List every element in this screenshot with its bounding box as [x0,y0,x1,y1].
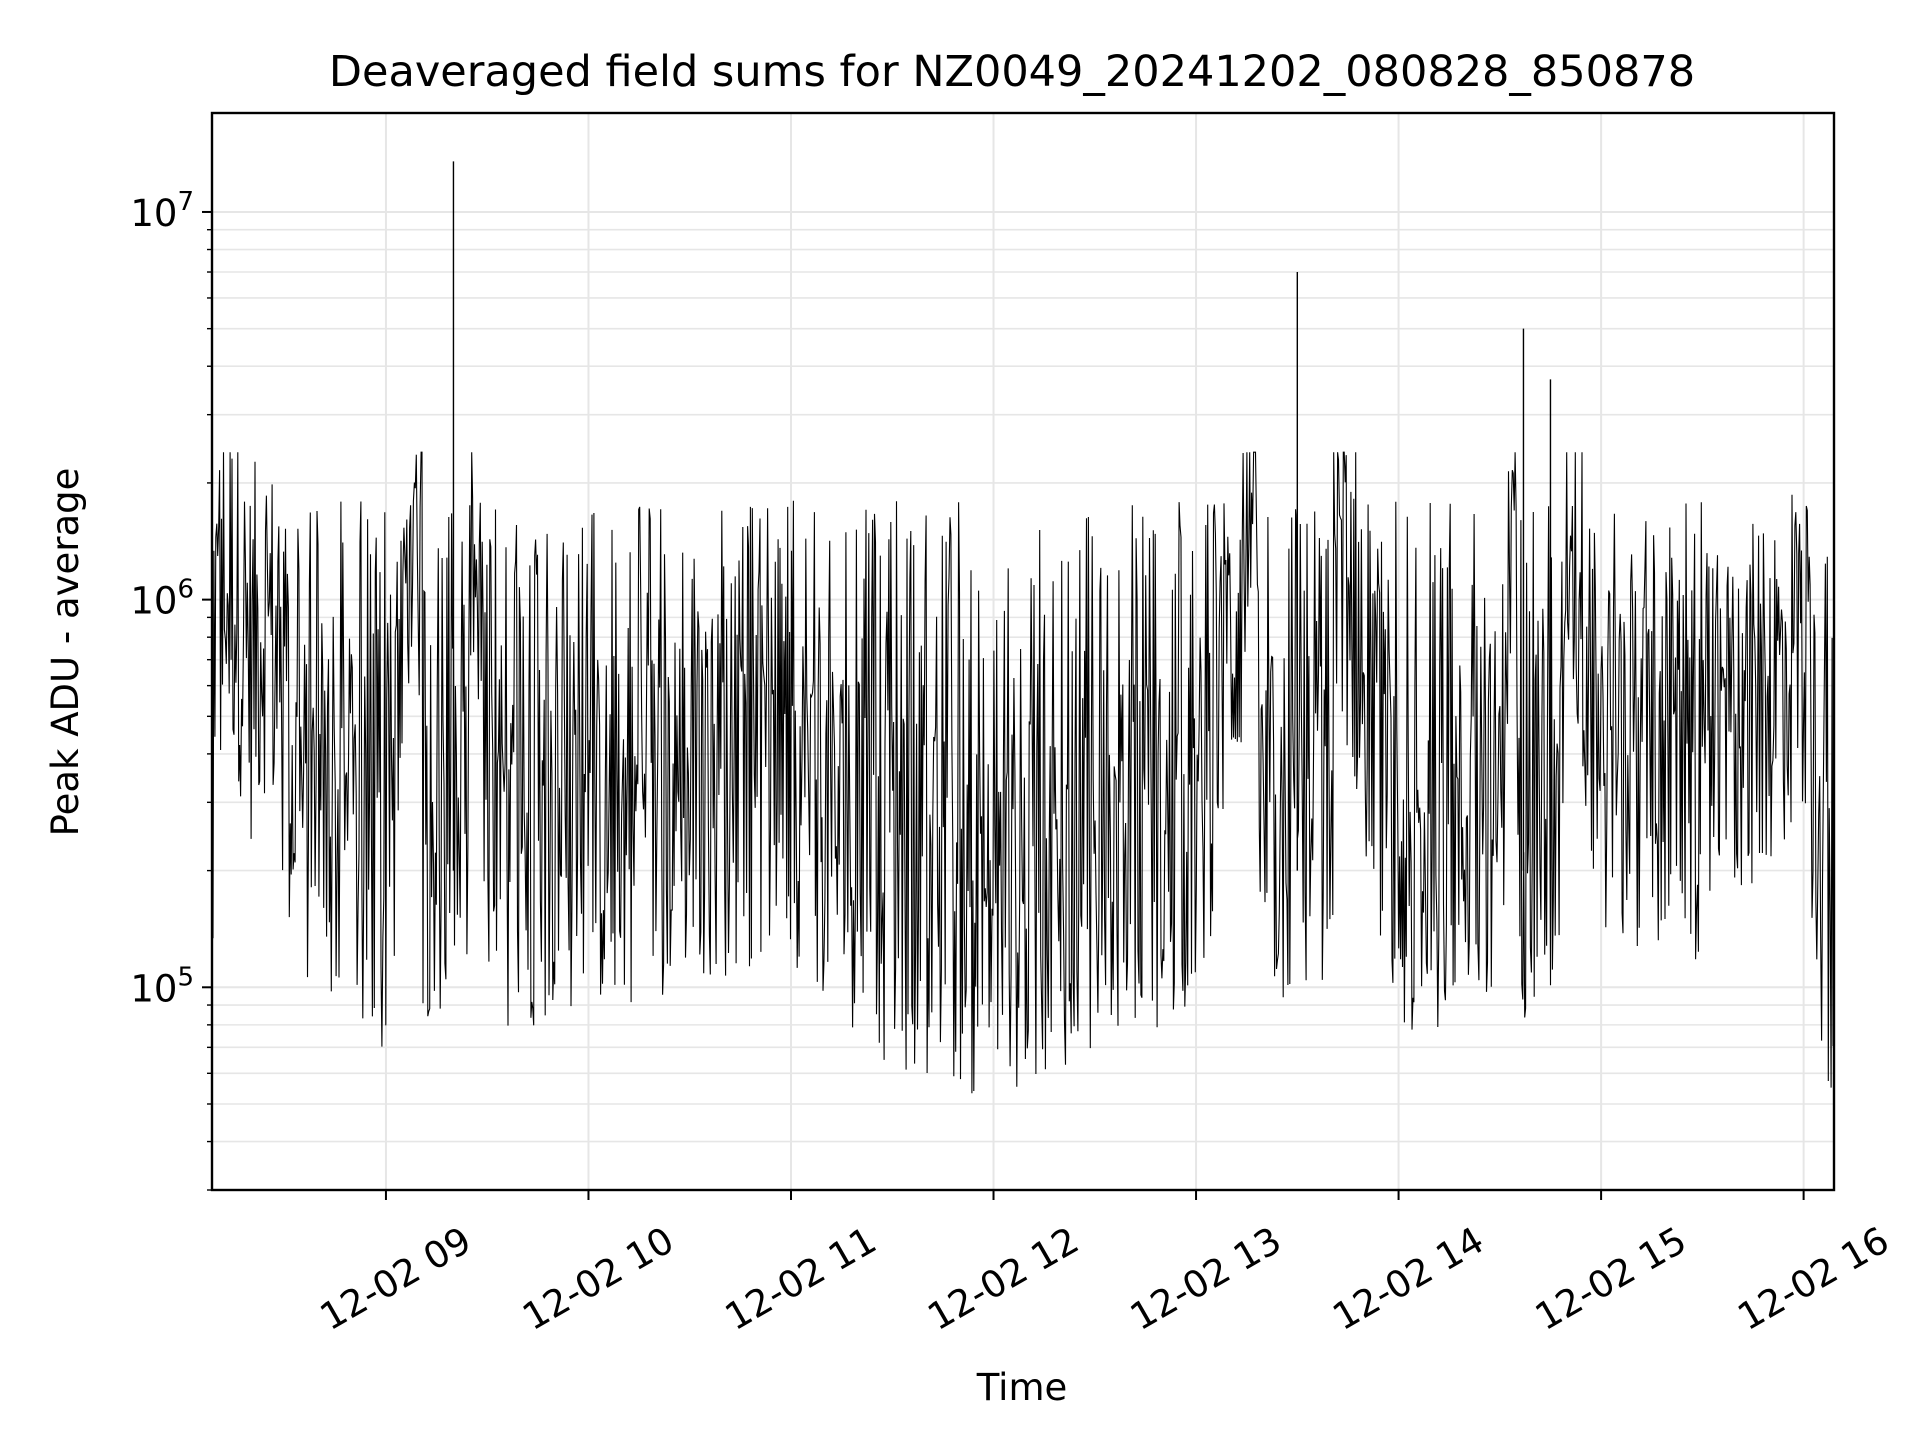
series-line [211,161,1835,1094]
y-axis-label: Peak ADU - average [44,468,87,837]
series-trace [211,451,1835,1094]
plot-frame [210,111,1836,1192]
y-tick-label: 105 [130,962,194,1010]
y-axis-ticks: 105 106 107 [130,187,212,1191]
chart-title: Deaveraged field sums for NZ0049_2024120… [329,47,1695,97]
y-tick-label: 107 [130,187,194,235]
x-axis-label: Time [976,1366,1068,1409]
y-tick-label: 106 [130,575,194,623]
